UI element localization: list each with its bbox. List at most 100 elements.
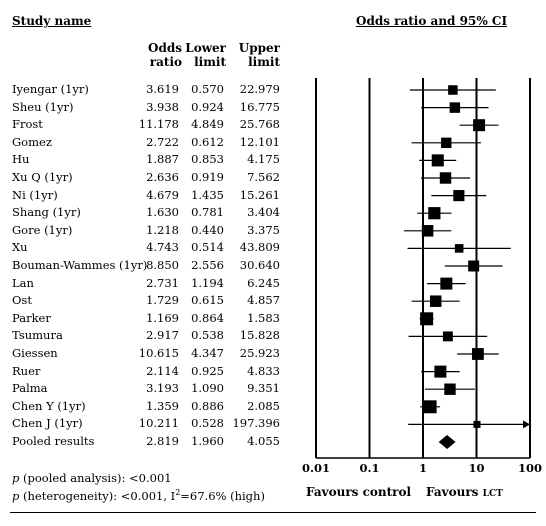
upper-limit-value: 4.857	[247, 293, 280, 308]
upper-limit-value: 3.404	[247, 205, 280, 220]
odds-ratio-value: 11.178	[138, 117, 179, 132]
pooled-diamond	[438, 435, 456, 449]
lower-limit-value: 4.347	[191, 346, 224, 360]
footnote-het-text: (heterogeneity): <0.001, I	[19, 488, 176, 503]
lower-limit-value: 0.919	[191, 170, 224, 184]
odds-ratio-header-line1: Odds	[148, 41, 182, 55]
lower-limit-value: 0.924	[191, 99, 224, 114]
point-estimate-box	[473, 119, 486, 132]
upper-limit-value: 197.396	[232, 416, 280, 431]
study-name: Chen Y (1yr)	[12, 398, 86, 413]
x-tick-label: 0.01	[302, 461, 330, 475]
study-name: Parker	[12, 310, 51, 325]
pooled-upper-limit: 4.055	[247, 434, 280, 448]
point-estimate-box	[434, 365, 447, 378]
odds-ratio-value: 2.731	[146, 275, 179, 290]
lower-limit-value: 0.538	[191, 328, 224, 343]
odds-ratio-value: 1.887	[146, 152, 179, 167]
study-name: Bouman-Wammes (1yr)	[12, 258, 148, 272]
point-estimate-box	[442, 331, 453, 342]
footnote-het-sup: 2	[175, 488, 181, 497]
point-estimate-box	[439, 172, 452, 184]
footnote-het-p: p	[12, 488, 20, 503]
point-estimate-box	[420, 312, 434, 326]
point-estimate-box	[449, 102, 461, 113]
lower-limit-value: 0.925	[191, 363, 224, 378]
study-name: Xu Q (1yr)	[12, 170, 73, 184]
point-estimate-box	[453, 190, 465, 202]
odds-ratio-value: 3.193	[146, 381, 179, 396]
footnote-het-tail: =67.6% (high)	[180, 488, 265, 503]
study-name: Ruer	[12, 363, 41, 378]
lower-limit-value: 0.781	[191, 205, 224, 220]
upper-limit-value: 12.101	[239, 134, 280, 149]
upper-limit-value: 3.375	[247, 222, 280, 237]
odds-ratio-value: 1.359	[146, 398, 179, 413]
lower-limit-value: 0.615	[191, 293, 224, 308]
study-name: Gomez	[12, 134, 52, 149]
lower-limit-value: 0.528	[191, 416, 224, 431]
lower-limit-header-line2: limit	[194, 55, 226, 69]
footnote-pooled: p (pooled analysis): <0.001	[12, 471, 172, 485]
footnote-pooled-p: p	[12, 471, 20, 485]
study-name: Ost	[12, 293, 32, 308]
odds-ratio-value: 1.218	[146, 222, 179, 237]
odds-ratio-value: 4.743	[146, 240, 179, 255]
upper-limit-value: 30.640	[239, 258, 280, 272]
upper-limit-value: 25.923	[239, 346, 280, 360]
upper-limit-value: 9.351	[247, 381, 280, 396]
point-estimate-box	[429, 295, 442, 307]
point-estimate-box	[473, 420, 481, 428]
favours-lct-sub: LCT	[482, 489, 503, 499]
upper-limit-value: 4.175	[247, 152, 280, 167]
odds-ratio-value: 2.722	[146, 134, 179, 149]
x-tick-label: 10	[468, 461, 484, 475]
odds-ratio-value: 2.114	[146, 363, 179, 378]
point-estimate-box	[440, 277, 453, 290]
upper-limit-header: Upper limit	[230, 41, 280, 69]
study-name: Ni (1yr)	[12, 187, 58, 202]
favours-control-label: Favours control	[306, 485, 412, 499]
lower-limit-header: Lower limit	[182, 41, 226, 69]
study-name: Lan	[12, 275, 34, 290]
point-estimate-box	[423, 400, 437, 414]
lower-limit-value: 0.612	[191, 134, 224, 149]
study-name: Xu	[12, 240, 28, 255]
odds-ratio-value: 4.679	[146, 187, 179, 202]
upper-limit-header-line2: limit	[248, 55, 280, 69]
point-estimate-box	[441, 137, 452, 148]
lower-limit-value: 1.194	[191, 275, 224, 290]
point-estimate-box	[421, 225, 434, 237]
upper-limit-value: 16.775	[239, 99, 280, 114]
upper-limit-value: 22.979	[239, 82, 280, 96]
odds-ratio-header: Odds ratio	[130, 41, 182, 69]
point-estimate-box	[471, 348, 484, 360]
lower-limit-value: 2.556	[191, 258, 224, 272]
lower-limit-value: 1.435	[191, 187, 224, 202]
point-estimate-box	[428, 207, 441, 220]
footnote-pooled-text: (pooled analysis): <0.001	[19, 471, 172, 485]
upper-limit-value: 15.261	[239, 187, 280, 202]
odds-ratio-header-line2: ratio	[149, 55, 182, 69]
study-name: Gore (1yr)	[12, 222, 73, 237]
study-name: Shang (1yr)	[12, 205, 81, 220]
odds-ratio-value: 3.938	[146, 99, 179, 114]
pooled-lower-limit: 1.960	[191, 434, 224, 448]
lower-limit-value: 1.090	[191, 381, 224, 396]
odds-ratio-value: 1.729	[146, 293, 179, 308]
upper-limit-value: 43.809	[239, 240, 280, 255]
study-name: Frost	[12, 117, 43, 132]
x-tick-label: 1	[419, 461, 427, 475]
x-tick-label: 0.1	[359, 461, 379, 475]
odds-ratio-value: 8.850	[146, 258, 179, 272]
study-name: Tsumura	[12, 328, 63, 343]
upper-limit-header-line1: Upper	[238, 41, 280, 55]
study-name-header: Study name	[12, 14, 92, 28]
x-tick-label: 100	[518, 461, 542, 475]
upper-limit-value: 25.768	[239, 117, 280, 132]
lower-limit-value: 0.440	[191, 222, 224, 237]
upper-limit-value: 15.828	[239, 328, 280, 343]
odds-ratio-value: 1.630	[146, 205, 179, 220]
study-name: Chen J (1yr)	[12, 416, 83, 431]
study-name: Sheu (1yr)	[12, 99, 74, 114]
